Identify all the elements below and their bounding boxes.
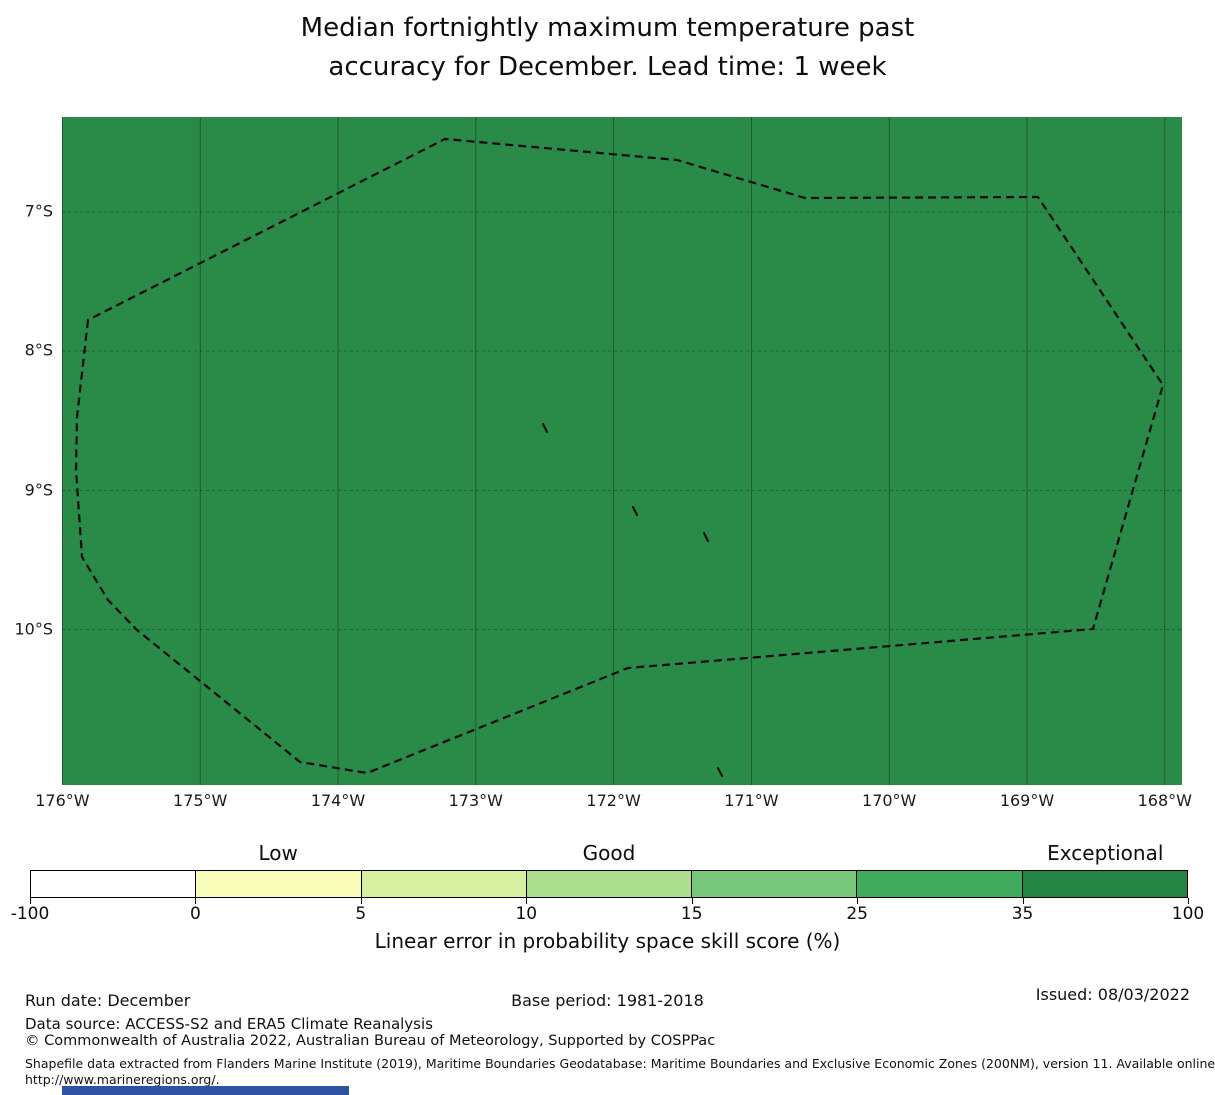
colorbar-tick-label: 15 xyxy=(680,904,703,924)
colorbar-segment xyxy=(195,871,361,897)
x-tick-label: 176°W xyxy=(35,791,90,810)
shapefile-attribution-line1: Shapefile data extracted from Flanders M… xyxy=(25,1056,1215,1071)
y-tick-label: 9°S xyxy=(24,480,53,500)
map-canvas xyxy=(62,117,1182,785)
chart-title-line2: accuracy for December. Lead time: 1 week xyxy=(328,52,887,82)
x-tick-label: 174°W xyxy=(310,791,366,810)
base-period-text: Base period: 1981-2018 xyxy=(511,991,704,1010)
bottom-accent-bar xyxy=(62,1086,349,1095)
shapefile-attribution-url: http://www.marineregions.org/. xyxy=(25,1072,220,1087)
x-tick-label: 171°W xyxy=(724,791,779,810)
x-tick-label: 170°W xyxy=(862,791,917,810)
eez-dashed-boundary xyxy=(74,137,1165,775)
colorbar-category-label: Low xyxy=(258,841,298,865)
graticule-gridlines xyxy=(62,117,1182,785)
colorbar-tick-mark xyxy=(857,898,859,904)
colorbar-tick-label: -100 xyxy=(10,904,50,924)
colorbar xyxy=(30,870,1188,898)
colorbar-tick-label: 35 xyxy=(1011,904,1034,924)
colorbar-tick-mark xyxy=(360,898,362,904)
colorbar-segment xyxy=(856,871,1022,897)
run-date-text: Run date: December xyxy=(25,991,191,1010)
y-tick-label: 10°S xyxy=(14,619,53,639)
colorbar-tick-mark xyxy=(1022,898,1024,904)
colorbar-tick-label: 25 xyxy=(846,904,868,924)
chart-title: Median fortnightly maximum temperature p… xyxy=(0,9,1215,87)
colorbar-segment xyxy=(525,871,692,897)
colorbar-segment xyxy=(31,871,196,897)
eez-boundary-group xyxy=(74,137,1165,775)
chart-title-line1: Median fortnightly maximum temperature p… xyxy=(300,13,915,43)
colorbar-tick-label: 100 xyxy=(1171,904,1205,924)
x-tick-label: 173°W xyxy=(448,791,503,810)
colorbar-segment xyxy=(1021,871,1187,897)
issued-date-text: Issued: 08/03/2022 xyxy=(1035,985,1190,1004)
y-tick-label: 7°S xyxy=(24,201,53,221)
data-source-text: Data source: ACCESS-S2 and ERA5 Climate … xyxy=(25,1015,433,1033)
colorbar-tick-mark xyxy=(1188,898,1189,904)
colorbar-tick-label: 0 xyxy=(190,904,201,924)
colorbar-tick-mark xyxy=(526,898,528,904)
y-tick-label: 8°S xyxy=(24,340,53,360)
colorbar-category-label: Good xyxy=(582,841,636,865)
colorbar-tick-mark xyxy=(691,898,693,904)
colorbar-tick-mark xyxy=(30,898,31,904)
island-marker xyxy=(632,506,638,516)
map-ocean-fill xyxy=(62,117,1182,785)
map-plot xyxy=(62,117,1182,785)
x-tick-label: 168°W xyxy=(1137,791,1192,810)
copyright-text: © Commonwealth of Australia 2022, Austra… xyxy=(25,1033,716,1049)
colorbar-tick-mark xyxy=(195,898,197,904)
colorbar-tick-label: 10 xyxy=(515,904,538,924)
island-marker xyxy=(717,767,723,777)
colorbar-segment xyxy=(360,871,526,897)
colorbar-segment xyxy=(691,871,857,897)
island-marker xyxy=(703,532,709,542)
colorbar-category-label: Exceptional xyxy=(1047,841,1164,865)
island-markers-group xyxy=(542,423,723,777)
x-tick-label: 169°W xyxy=(999,791,1055,810)
island-marker xyxy=(542,423,548,433)
colorbar-tick-label: 5 xyxy=(355,904,367,924)
x-tick-label: 172°W xyxy=(586,791,641,810)
colorbar-caption: Linear error in probability space skill … xyxy=(374,929,841,953)
x-tick-label: 175°W xyxy=(173,791,228,810)
